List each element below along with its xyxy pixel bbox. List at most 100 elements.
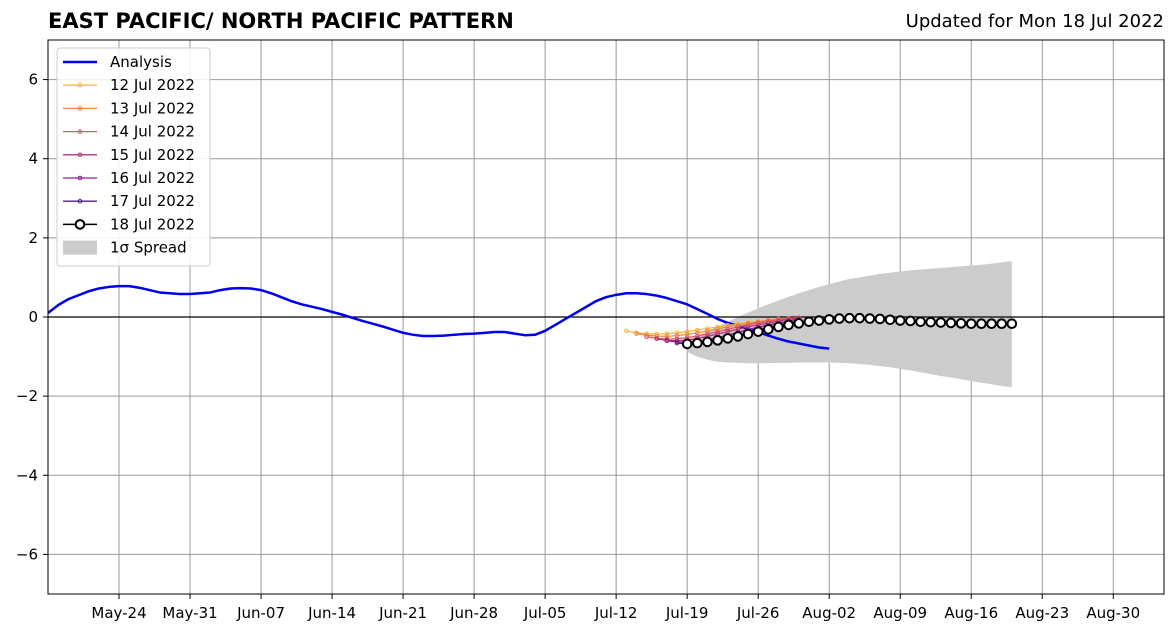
legend-marker	[77, 152, 83, 158]
legend-label: 15 Jul 2022	[110, 146, 195, 164]
y-tick-label: −6	[16, 545, 38, 563]
forecast-point	[705, 326, 710, 331]
x-tick-label: Aug-16	[944, 604, 998, 622]
legend-marker	[77, 82, 83, 88]
x-tick-label: Aug-23	[1015, 604, 1069, 622]
legend-entry: 14 Jul 2022	[63, 123, 195, 141]
x-tick-label: Jul-05	[523, 604, 567, 622]
x-tick-label: Jun-07	[236, 604, 285, 622]
legend: Analysis 12 Jul 2022 13 Jul 2022 14 Jul 202…	[56, 47, 211, 267]
current-forecast-point	[864, 313, 876, 324]
x-tick-label: Jul-26	[736, 604, 780, 622]
forecast-point	[664, 331, 670, 336]
legend-entry: 17 Jul 2022	[63, 192, 195, 210]
x-tick-label: Aug-09	[873, 604, 927, 622]
legend-entry: 15 Jul 2022	[63, 146, 195, 164]
current-forecast-point	[905, 315, 916, 327]
x-tick-label: May-31	[162, 604, 217, 622]
legend-entry: Analysis	[63, 53, 172, 71]
current-forecast-point	[854, 312, 865, 324]
x-tick-label: Jun-21	[378, 604, 427, 622]
current-forecast-point	[945, 317, 957, 329]
forecast-point	[745, 322, 751, 328]
current-forecast-point	[823, 314, 835, 325]
chart-title: EAST PACIFIC/ NORTH PACIFIC PATTERN	[48, 9, 514, 33]
forecast-point	[664, 338, 670, 344]
current-forecast-point	[915, 316, 926, 328]
forecast-point	[755, 320, 761, 326]
current-forecast-point	[955, 318, 967, 329]
current-forecast-point	[793, 318, 805, 329]
current-forecast-point	[834, 313, 845, 324]
y-tick-label: 2	[28, 229, 38, 247]
current-forecast-point	[763, 323, 774, 335]
legend-box	[56, 47, 211, 267]
current-forecast-point	[874, 313, 886, 325]
forecast-point	[705, 331, 710, 337]
legend-label: 17 Jul 2022	[110, 192, 195, 210]
x-tick-label: Aug-02	[802, 604, 856, 622]
legend-entry: 18 Jul 2022	[63, 215, 195, 233]
current-forecast-point	[722, 333, 734, 344]
legend-entry: 16 Jul 2022	[63, 169, 195, 187]
legend-label: 18 Jul 2022	[110, 215, 195, 233]
forecast-point	[715, 324, 720, 330]
y-tick-label: 0	[28, 308, 38, 326]
legend-label: 1σ Spread	[110, 239, 187, 257]
current-forecast-point	[986, 318, 997, 330]
current-forecast-point	[965, 318, 977, 330]
current-forecast-point	[742, 328, 754, 340]
current-forecast-point	[783, 319, 794, 331]
forecast-point	[674, 330, 680, 336]
legend-marker	[77, 175, 83, 181]
forecast-line	[646, 317, 799, 340]
legend-entry: 13 Jul 2022	[63, 99, 195, 117]
forecast-point	[654, 336, 660, 342]
forecast-point	[715, 326, 720, 332]
forecast-point	[695, 327, 700, 333]
y-tick-label: 4	[28, 150, 38, 168]
legend-swatch	[63, 240, 97, 255]
x-tick-label: Jun-28	[449, 604, 498, 622]
legend-entry: 1σ Spread	[63, 239, 187, 257]
current-forecast-point	[803, 316, 815, 328]
current-forecast-point	[1006, 318, 1018, 330]
x-tick-label: May-24	[91, 604, 146, 622]
forecast-point	[735, 324, 741, 330]
forecast-point	[644, 334, 649, 340]
legend-label: 14 Jul 2022	[110, 123, 195, 141]
forecast-point	[725, 324, 731, 330]
current-forecast-point	[976, 318, 987, 330]
legend-marker	[74, 219, 86, 230]
current-forecast-point	[692, 337, 703, 349]
forecast-point	[654, 333, 660, 339]
forecast-point	[634, 331, 639, 336]
current-forecast-point	[681, 338, 693, 350]
current-forecast-point	[712, 335, 723, 346]
current-forecast-point	[813, 315, 825, 326]
forecast-point	[644, 332, 649, 338]
current-forecast-point	[844, 312, 855, 324]
current-forecast-point	[996, 318, 1007, 330]
x-tick-label: Aug-30	[1086, 604, 1140, 622]
legend-entry: 12 Jul 2022	[63, 76, 195, 94]
x-tick-label: Jul-19	[665, 604, 709, 622]
axes: May-24 May-31 Jun-07 Jun-14 Jun-21 Jun-28 Jul-…	[16, 39, 1165, 622]
forecast-point	[725, 326, 731, 332]
current-forecast-point	[894, 315, 906, 326]
current-forecast-point	[935, 317, 947, 328]
current-forecast-point	[925, 316, 936, 328]
y-tick-label: −2	[16, 387, 38, 405]
analysis-line	[47, 284, 830, 350]
forecast-point	[715, 329, 720, 334]
current-forecast-point	[884, 314, 896, 326]
legend-label: 13 Jul 2022	[110, 99, 195, 117]
legend-marker	[77, 106, 83, 111]
forecast-point	[674, 340, 680, 346]
legend-label: 16 Jul 2022	[110, 169, 195, 187]
y-tick-label: −4	[16, 466, 38, 484]
current-forecast-point	[702, 336, 713, 348]
marker-layer	[623, 312, 1018, 350]
current-forecast-point	[773, 321, 784, 333]
